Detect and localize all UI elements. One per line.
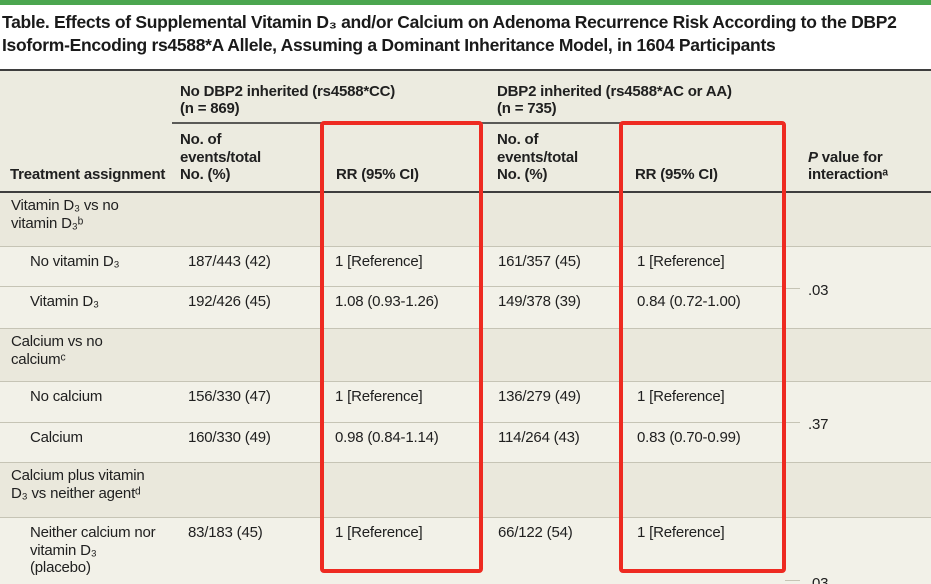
table-row: Vitamin D₃ 192/426 (45) 1.08 (0.93-1.26)… [0,286,931,329]
results-table: No DBP2 inherited (rs4588*CC) (n = 869) … [0,69,931,584]
table-title: Table. Effects of Supplemental Vitamin D… [2,12,897,56]
p-value-cell: .03 [785,246,931,329]
table-row: No vitamin D₃ 187/443 (42) 1 [Reference]… [0,246,931,329]
cell-events-g1: 156/330 (47) [172,381,322,423]
cell-rr-g1: 1 [Reference] [322,517,482,584]
group-row-calcium-plus-vitamin-d3: Calcium plus vitamin D₃ vs neither agent… [0,462,931,518]
col-header-events-g2: No. of events/total No. (%) [482,123,621,193]
table-row: Neither calcium nor vitamin D₃ (placebo)… [0,516,931,584]
cell-events-g1: 160/330 (49) [172,422,322,463]
col-header-rr-g1: RR (95% CI) [322,123,482,193]
cell-events-g2: 66/122 (54) [482,517,621,584]
p-rest: value for interactionᵃ [808,148,888,184]
cell-events-g1: 187/443 (42) [172,246,322,287]
cell-events-g1: 83/183 (45) [172,517,322,584]
column-header-row: Treatment assignment No. of events/total… [0,123,931,193]
cell-treatment: No calcium [0,381,172,423]
col-header-rr-g2: RR (95% CI) [621,123,785,193]
table-row: Calcium 160/330 (49) 0.98 (0.84-1.14) 11… [0,422,931,463]
col-header-treatment: Treatment assignment [0,123,172,193]
group-label: Vitamin D₃ vs no vitamin D₃ᵇ [0,191,785,247]
cell-treatment: Calcium [0,422,172,463]
cell-events-g2: 136/279 (49) [482,381,621,423]
group-header-row: No DBP2 inherited (rs4588*CC) (n = 869) … [0,69,931,124]
cell-rr-g2: 0.83 (0.70-0.99) [621,422,785,463]
group-label-spacer [785,462,931,518]
cell-rr-g2: 1 [Reference] [621,381,785,423]
group-label: Calcium plus vitamin D₃ vs neither agent… [0,462,785,518]
col-header-events-g1: No. of events/total No. (%) [172,123,322,193]
cell-rr-g1: 0.98 (0.84-1.14) [322,422,482,463]
cell-events-g2: 149/378 (39) [482,286,621,329]
cell-rr-g1: 1.08 (0.93-1.26) [322,286,482,329]
p-value-cell: .37 [785,381,931,463]
cell-treatment: No vitamin D₃ [0,246,172,287]
cell-rr-g1: 1 [Reference] [322,246,482,287]
cell-treatment: Vitamin D₃ [0,286,172,329]
cell-rr-g2: 0.84 (0.72-1.00) [621,286,785,329]
cell-events-g2: 114/264 (43) [482,422,621,463]
group2-label: DBP2 inherited (rs4588*AC or AA) [497,82,732,100]
group-label-spacer [785,191,931,247]
cell-treatment: Neither calcium nor vitamin D₃ (placebo) [0,517,172,584]
cell-events-g2: 161/357 (45) [482,246,621,287]
group2-header: DBP2 inherited (rs4588*AC or AA) (n = 73… [482,69,785,124]
group-row-vitamin-d3: Vitamin D₃ vs no vitamin D₃ᵇ [0,191,931,247]
col-header-p-value: P value for interactionᵃ [785,123,931,193]
group2-n: (n = 735) [497,100,557,118]
table-row: No calcium 156/330 (47) 1 [Reference] 13… [0,381,931,463]
p-italic: P [808,148,818,166]
group-header-spacer [785,69,931,123]
accent-bar [0,0,931,5]
p-value-cell: .03 [785,516,931,584]
cell-rr-g2: 1 [Reference] [621,517,785,584]
group-label-spacer [785,328,931,382]
group1-header: No DBP2 inherited (rs4588*CC) (n = 869) [172,69,482,124]
group-header-spacer [0,69,172,123]
cell-rr-g2: 1 [Reference] [621,246,785,287]
cell-rr-g1: 1 [Reference] [322,381,482,423]
cell-events-g1: 192/426 (45) [172,286,322,329]
group-label: Calcium vs no calciumᶜ [0,328,785,382]
group-row-calcium: Calcium vs no calciumᶜ [0,328,931,382]
group1-label: No DBP2 inherited (rs4588*CC) [180,82,396,100]
group1-n: (n = 869) [180,100,240,118]
